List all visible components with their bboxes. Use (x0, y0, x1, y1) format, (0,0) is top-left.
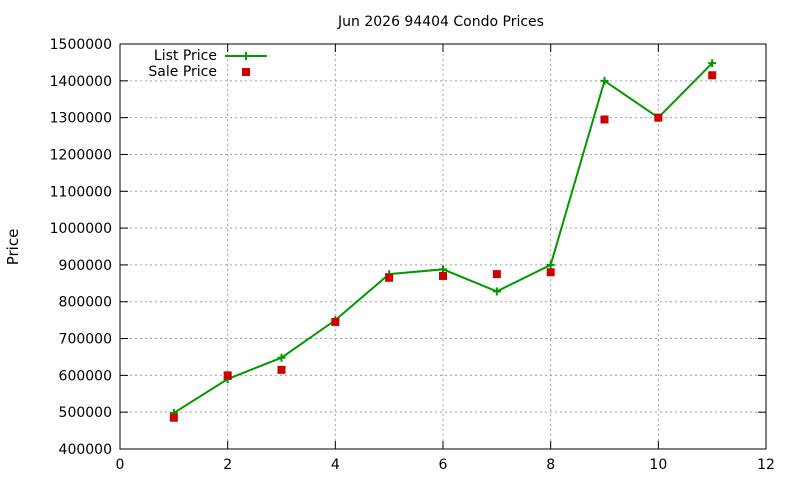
x-tick-label: 10 (649, 457, 667, 473)
list-price-point (277, 353, 286, 362)
list-price-point (546, 260, 555, 269)
x-tick-label: 6 (439, 457, 448, 473)
x-tick-label: 2 (223, 457, 232, 473)
grid-lines (120, 44, 766, 449)
sale-price-point (600, 115, 609, 124)
sale-price-point (277, 365, 286, 374)
sale-price-point (385, 273, 394, 282)
sale-price-point (223, 371, 232, 380)
y-tick-label: 1400000 (50, 74, 112, 90)
sale-price-point (654, 113, 663, 122)
y-tick-label: 500000 (59, 405, 112, 421)
sale-price-point (331, 317, 340, 326)
list-price-point (708, 59, 717, 68)
y-tick-label: 1300000 (50, 111, 112, 127)
legend-label-sale-price: Sale Price (148, 64, 217, 80)
chart-title: Jun 2026 94404 Condo Prices (337, 14, 544, 30)
y-tick-label: 1500000 (50, 37, 112, 53)
series-layer (169, 59, 717, 422)
axis-ticks: 400000 500000 600000 700000 800000 900000 1000… (50, 37, 775, 473)
list-price-point (492, 287, 501, 296)
x-tick-label: 4 (331, 457, 340, 473)
sale-price-point (492, 270, 501, 279)
y-tick-label: 600000 (59, 368, 112, 384)
y-tick-label: 800000 (59, 295, 112, 311)
y-tick-label: 1100000 (50, 184, 112, 200)
y-tick-label: 700000 (59, 332, 112, 348)
legend-label-list-price: List Price (154, 48, 217, 64)
x-tick-label: 12 (757, 457, 775, 473)
x-tick-label: 8 (546, 457, 555, 473)
sale-price-point (546, 268, 555, 277)
y-tick-label: 1200000 (50, 147, 112, 163)
y-tick-label: 900000 (59, 258, 112, 274)
legend-swatch-sale-price (242, 68, 250, 76)
sale-price-point (439, 271, 447, 280)
sale-price-point (708, 71, 717, 80)
y-tick-label: 1000000 (50, 221, 112, 237)
plot-area-border (119, 43, 767, 450)
y-axis-label: Price (4, 229, 22, 266)
sale-price-point (169, 413, 178, 422)
y-tick-label: 400000 (59, 442, 112, 458)
list-price-point (600, 76, 609, 85)
x-tick-label: 0 (116, 457, 125, 473)
